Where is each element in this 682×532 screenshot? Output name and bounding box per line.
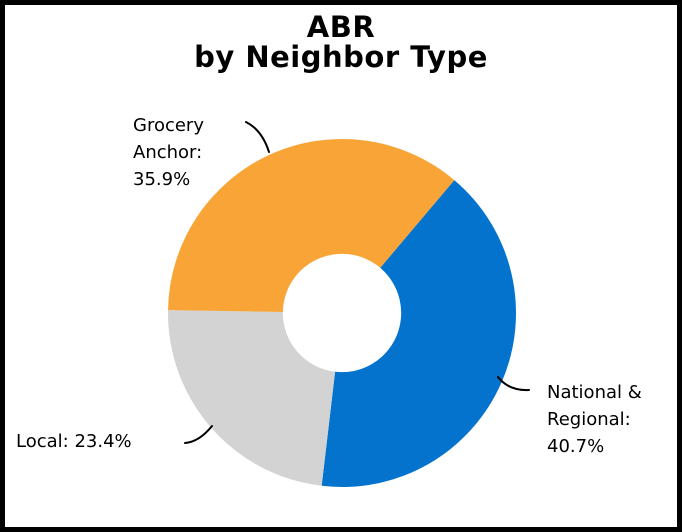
leader-line-local (184, 425, 213, 444)
pie-slice-local (167, 310, 336, 486)
pie-slice-grocery-anchor (168, 138, 455, 313)
leader-line-grocery-anchor (245, 121, 270, 153)
chart-title: ABR by Neighbor Type (194, 10, 488, 74)
donut-slices (167, 138, 516, 487)
leader-line-national-regional (497, 376, 530, 392)
callout-national-regional: National & Regional: 40.7% (547, 382, 642, 457)
callout-grocery-anchor: Grocery Anchor: 35.9% (133, 115, 204, 190)
pie-slice-national-regional (321, 180, 516, 487)
callout-local: Local: 23.4% (16, 431, 132, 452)
